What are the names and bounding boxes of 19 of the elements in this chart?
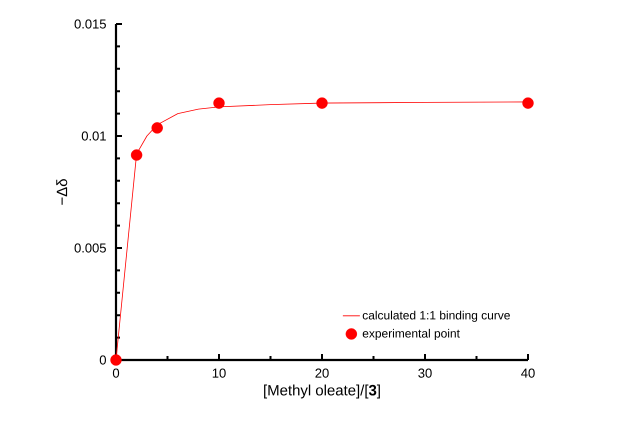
legend-label: calculated 1:1 binding curve [362, 310, 510, 322]
y-tick-label: 0.01 [82, 131, 106, 141]
point [152, 122, 163, 134]
y-tick-label: 0.015 [74, 19, 106, 29]
x-tick-label: 10 [212, 368, 226, 378]
y-tick-label: 0 [100, 355, 106, 365]
x-axis-title: [Methyl oleate]/[3] [264, 384, 380, 398]
point [213, 97, 225, 109]
y-tick-label: 0.005 [74, 243, 106, 253]
point [110, 354, 122, 366]
point [316, 97, 328, 109]
point [522, 97, 534, 109]
legend-label: experimental point [362, 328, 460, 340]
y-axis-title: −Δδ [56, 179, 68, 205]
x-tick-label: 40 [521, 368, 535, 378]
x-tick-label: 30 [418, 368, 432, 378]
x-tick-label: 0 [112, 368, 120, 378]
x-tick-label: 20 [315, 368, 329, 378]
point [130, 149, 142, 161]
